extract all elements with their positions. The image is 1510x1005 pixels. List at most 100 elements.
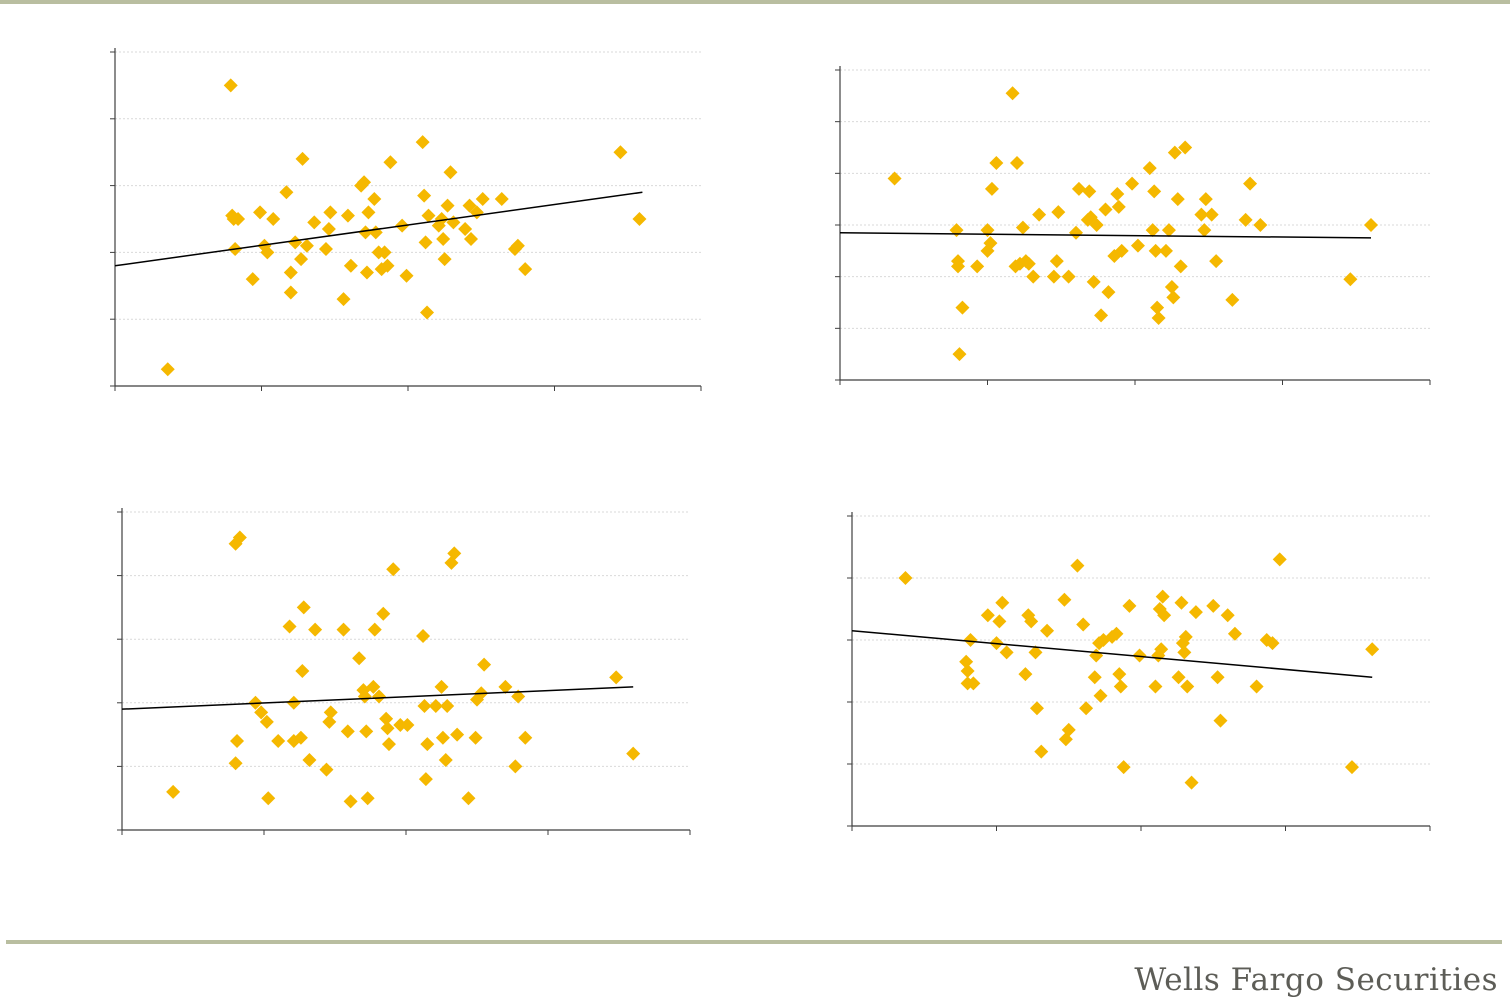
chart-1-point	[361, 205, 376, 220]
chart-1-point	[357, 175, 372, 190]
chart-4-point	[1213, 713, 1228, 728]
chart-4-point	[1178, 629, 1193, 644]
chart-3-point	[230, 733, 245, 748]
chart-3-point	[232, 530, 247, 545]
chart-3-point	[434, 679, 449, 694]
chart-4-point	[1177, 645, 1192, 660]
chart-2-point	[970, 259, 985, 274]
chart-4-trendline	[851, 629, 1373, 678]
chart-3-point	[438, 753, 453, 768]
chart-1-point	[421, 208, 436, 223]
chart-3-point	[282, 619, 297, 634]
chart-1-point	[613, 145, 628, 160]
chart-3-trendline	[121, 686, 634, 710]
chart-1-point	[443, 165, 458, 180]
chart-3-point	[340, 724, 355, 739]
chart-1-point	[245, 272, 260, 287]
chart-1-trendline	[114, 191, 643, 267]
chart-2-point	[1178, 140, 1193, 155]
chart-4-point	[1122, 598, 1137, 613]
chart-1-point	[266, 212, 281, 226]
chart-2-point	[1225, 292, 1240, 307]
chart-2-point	[1046, 269, 1061, 284]
chart-4-point	[1093, 688, 1108, 703]
chart-3-point	[386, 562, 401, 577]
chart-3-point	[508, 759, 523, 774]
chart-2-point	[1253, 218, 1268, 232]
chart-4-point	[1087, 670, 1102, 685]
chart-3-point	[286, 695, 301, 710]
chart-1-point	[494, 191, 509, 206]
chart-3-point	[379, 711, 394, 726]
chart-1-point	[358, 225, 373, 240]
chart-2-point	[887, 171, 902, 186]
chart-3-point	[393, 718, 408, 733]
chart-2-point	[1089, 218, 1104, 232]
chart-4-point	[1180, 679, 1195, 694]
chart-1-point	[415, 135, 430, 150]
chart-3-point	[626, 746, 641, 761]
chart-2-point	[1026, 269, 1041, 284]
chart-2-point	[955, 300, 970, 315]
chart-2-point	[1086, 274, 1101, 289]
chart-1-point	[260, 245, 275, 260]
chart-3-point	[372, 689, 387, 704]
chart-3-point	[359, 724, 374, 739]
chart-2-point	[1125, 176, 1140, 191]
chart-2-trendline	[839, 232, 1372, 239]
chart-2-point	[1364, 218, 1378, 232]
chart-1-point	[295, 151, 310, 166]
chart-1-point	[399, 268, 414, 283]
chart-4-point	[1113, 679, 1128, 694]
chart-2-point	[1021, 256, 1036, 271]
chart-4-point	[1034, 744, 1049, 759]
chart-1-point	[368, 225, 383, 240]
chart-1-point	[288, 235, 303, 250]
chart-4-point	[980, 608, 995, 623]
chart-1-point	[436, 232, 451, 247]
chart-4-point	[1148, 679, 1163, 694]
chart-4-point	[1155, 589, 1170, 604]
chart-1-point	[223, 78, 238, 93]
chart-2-point	[1098, 202, 1113, 217]
chart-4-point	[1061, 722, 1076, 737]
chart-4-point	[1188, 605, 1203, 620]
chart-2-point	[989, 156, 1004, 170]
chart-3-point	[420, 737, 435, 752]
chart-4-point	[1028, 645, 1043, 660]
chart-2-point	[1142, 161, 1157, 176]
chart-1-point	[475, 191, 490, 206]
chart-3-point	[254, 705, 269, 720]
chart-3-point	[360, 791, 375, 806]
chart-2-point	[1094, 308, 1109, 323]
chart-3-point	[461, 791, 476, 806]
chart-1-point	[294, 252, 309, 267]
chart-2-point	[1170, 192, 1185, 207]
chart-3-point	[450, 727, 465, 742]
chart-2-point	[1071, 181, 1086, 196]
chart-4-point	[1206, 598, 1221, 613]
chart-4-point	[1070, 558, 1085, 573]
chart-3-point	[367, 622, 382, 637]
chart-3-point	[498, 679, 513, 694]
chart-1-point	[510, 238, 525, 253]
chart-1-point	[283, 285, 298, 300]
chart-3-point	[511, 689, 526, 704]
chart-2-point	[1051, 205, 1066, 220]
chart-2-point	[1110, 187, 1125, 201]
chart-2-point	[1164, 280, 1179, 294]
chart-2-point	[1101, 285, 1116, 300]
chart-1-point	[318, 242, 333, 257]
chart-1-point	[367, 191, 382, 206]
chart-4-point	[1029, 701, 1044, 716]
chart-2-point	[1032, 207, 1047, 222]
chart-2-point	[1130, 238, 1145, 253]
chart-3-point	[271, 733, 286, 748]
chart-1-point	[417, 188, 432, 203]
chart-3-point	[468, 730, 483, 745]
chart-1-point	[340, 208, 355, 223]
chart-2-point	[1082, 184, 1097, 199]
chart-1-point	[463, 232, 478, 247]
chart-3-point	[380, 721, 395, 736]
